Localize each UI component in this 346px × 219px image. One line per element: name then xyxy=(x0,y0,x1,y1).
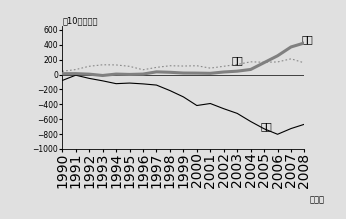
Text: （10億ドル）: （10億ドル） xyxy=(62,16,98,25)
Text: 中国: 中国 xyxy=(302,35,313,45)
Text: （年）: （年） xyxy=(309,196,324,205)
Text: 日本: 日本 xyxy=(231,56,243,66)
Text: 米国: 米国 xyxy=(261,122,273,132)
